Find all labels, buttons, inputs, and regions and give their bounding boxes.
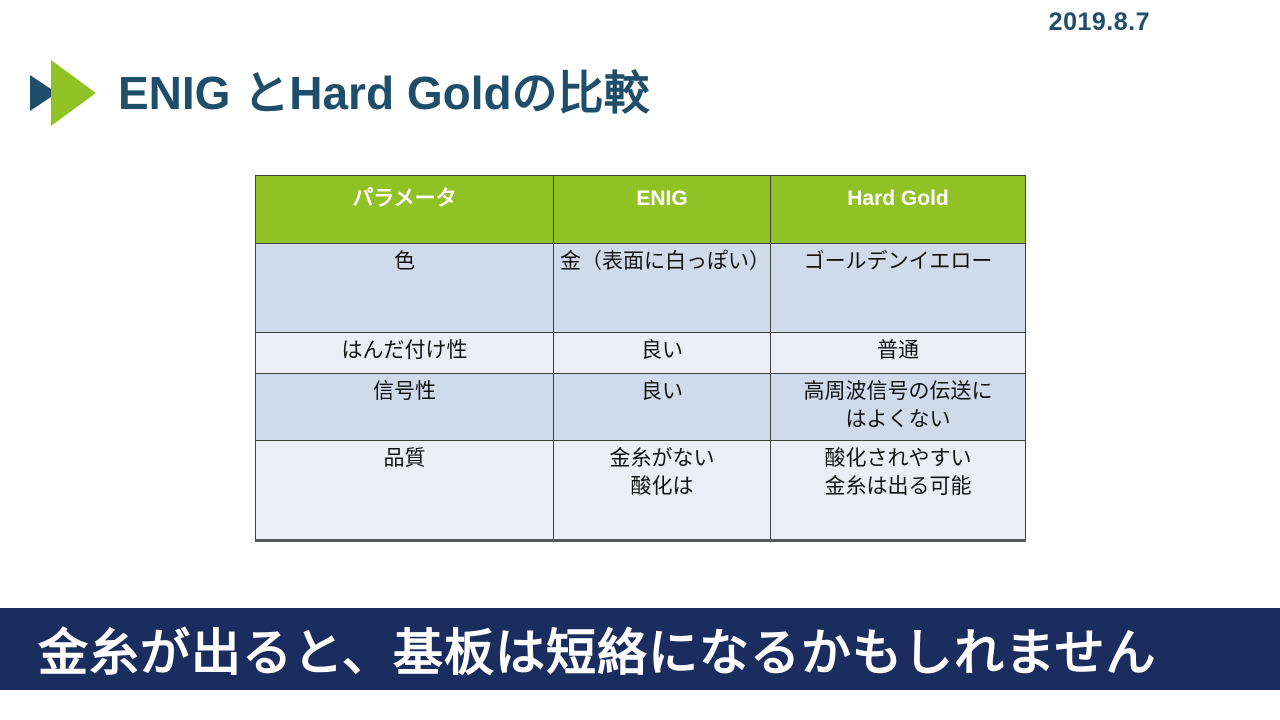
comparison-table: パラメータ ENIG Hard Gold 色 金（表面に白っぽい） ゴールデンイ…: [255, 175, 1026, 542]
cell-enig: 金（表面に白っぽい）: [553, 243, 771, 333]
slide-date: 2019.8.7: [1048, 8, 1150, 36]
cell-param: 色: [255, 243, 554, 333]
cell-hard-gold: 高周波信号の伝送にはよくない: [770, 373, 1026, 441]
cell-hard-gold: 普通: [770, 332, 1026, 374]
cell-hard-gold: 酸化されやすい 金糸は出る可能: [770, 440, 1026, 541]
header-parameter: パラメータ: [255, 175, 554, 244]
page-title: ENIG とHard Goldの比較: [118, 66, 650, 119]
comparison-table-container: パラメータ ENIG Hard Gold 色 金（表面に白っぽい） ゴールデンイ…: [255, 175, 1026, 542]
warning-text: 金糸が出ると、基板は短絡になるかもしれません: [38, 625, 1157, 681]
table-row: 色 金（表面に白っぽい） ゴールデンイエロー: [255, 243, 1026, 333]
table-row: 品質 金糸がない 酸化は 酸化されやすい 金糸は出る可能: [255, 440, 1026, 541]
cell-enig: 良い: [553, 373, 771, 441]
header-hard-gold: Hard Gold: [770, 175, 1026, 244]
cell-param: 信号性: [255, 373, 554, 441]
cell-param: 品質: [255, 440, 554, 541]
double-arrow-icon: [30, 60, 96, 126]
cell-enig: 良い: [553, 332, 771, 374]
header-enig: ENIG: [553, 175, 771, 244]
cell-enig: 金糸がない 酸化は: [553, 440, 771, 541]
table-row: はんだ付け性 良い 普通: [255, 332, 1026, 374]
cell-hard-gold: ゴールデンイエロー: [770, 243, 1026, 333]
bottom-warning-banner: 金糸が出ると、基板は短絡になるかもしれません: [0, 608, 1280, 690]
cell-param: はんだ付け性: [255, 332, 554, 374]
table-header-row: パラメータ ENIG Hard Gold: [255, 175, 1026, 244]
table-row: 信号性 良い 高周波信号の伝送にはよくない: [255, 373, 1026, 441]
title-row: ENIG とHard Goldの比較: [30, 60, 650, 126]
